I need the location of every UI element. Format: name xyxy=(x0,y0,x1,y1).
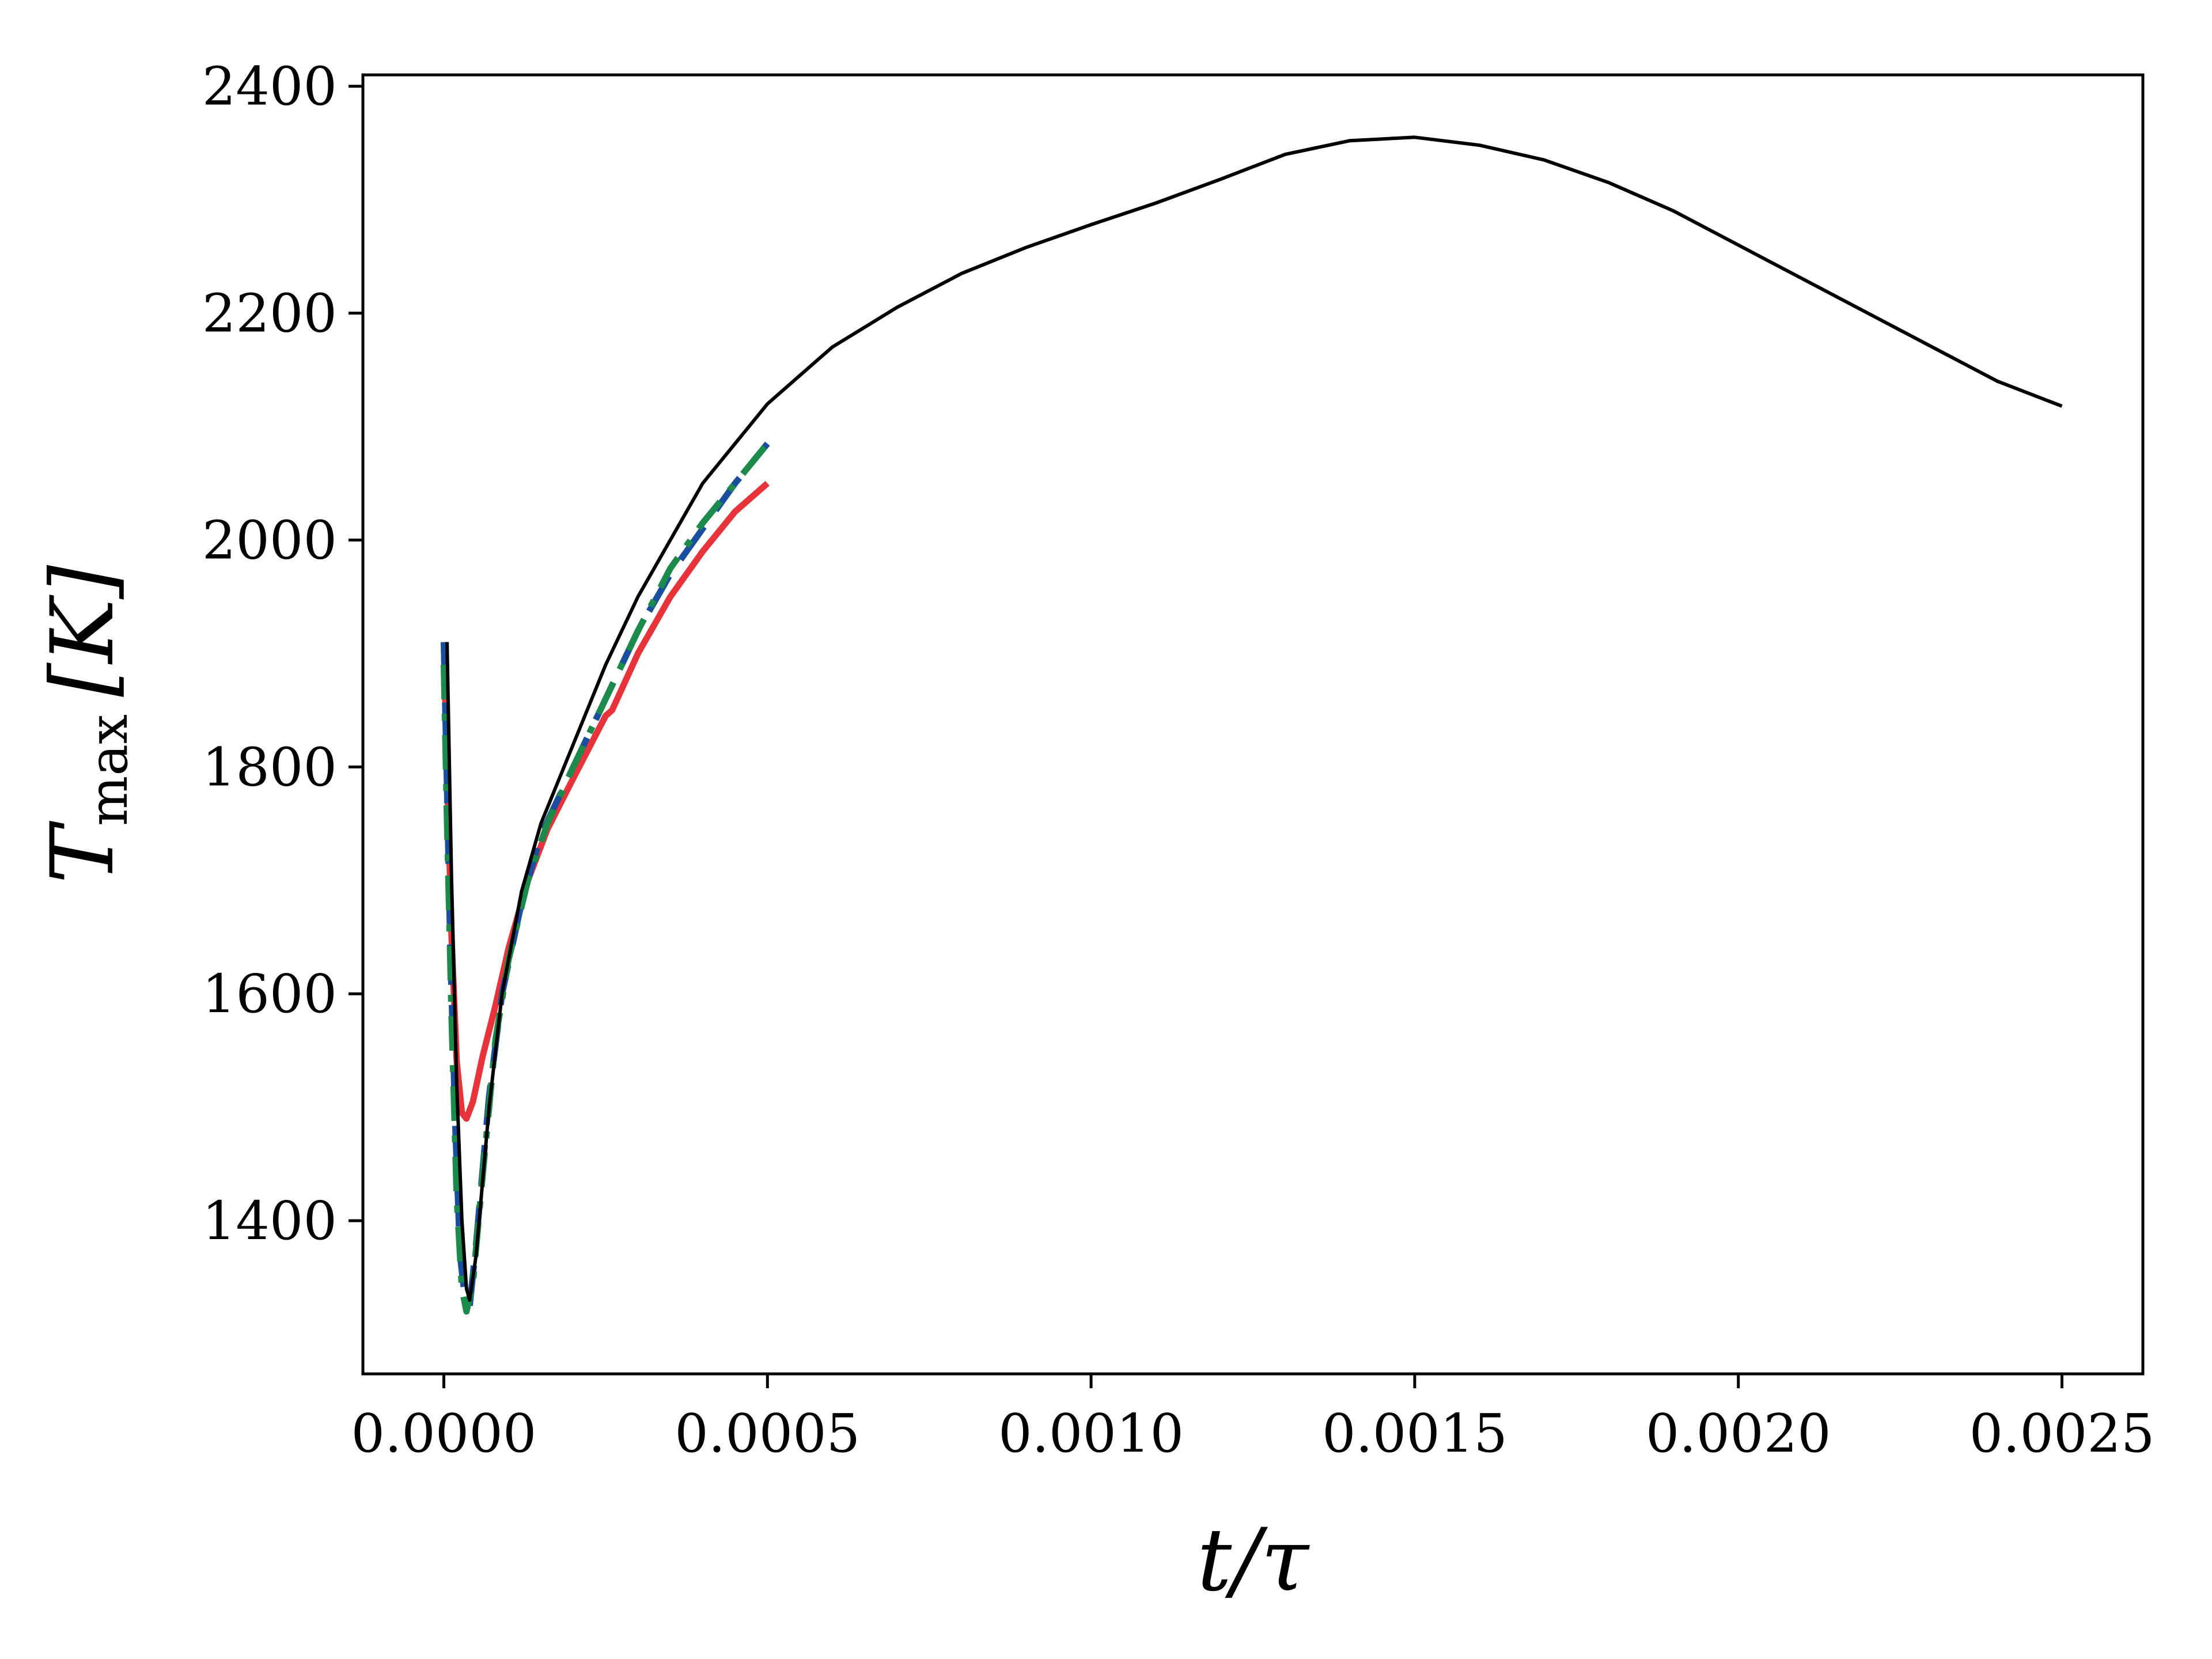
y-tick-label: 1400 xyxy=(202,1190,337,1252)
x-axis: 0.0000 0.0005 0.0010 0.0015 0.0020 0.0025 xyxy=(351,1374,2155,1464)
x-tick-label: 0.0015 xyxy=(1322,1403,1508,1464)
x-tick-label: 0.0010 xyxy=(998,1403,1184,1464)
plot-frame xyxy=(361,73,2145,1376)
series-layer xyxy=(441,135,2063,1315)
y-tick-label: 1800 xyxy=(202,736,337,798)
series-line-4 xyxy=(445,135,2063,1302)
x-tick-label: 0.0000 xyxy=(351,1403,536,1464)
y-axis-label-main: T xyxy=(33,820,133,884)
series-line-3 xyxy=(441,441,770,1315)
y-tick-label: 2200 xyxy=(202,283,337,344)
y-tick-label: 2400 xyxy=(202,56,337,118)
y-tick-label: 1600 xyxy=(202,963,337,1025)
y-axis-label-sub: max xyxy=(78,714,139,826)
y-tick-label: 2000 xyxy=(202,509,337,571)
series-line-1 xyxy=(441,480,770,1122)
x-tick-label: 0.0005 xyxy=(675,1403,860,1464)
x-tick-label: 0.0020 xyxy=(1646,1403,1831,1464)
x-tick-label: 0.0025 xyxy=(1969,1403,2155,1464)
y-axis: 1400 1600 1800 2000 2200 2400 xyxy=(202,56,363,1252)
x-axis-label: t/τ xyxy=(1197,1510,1310,1611)
series-line-2 xyxy=(441,441,770,1309)
y-axis-label-unit: [K] xyxy=(33,565,133,697)
y-axis-label: Tmax [K] xyxy=(33,565,139,884)
